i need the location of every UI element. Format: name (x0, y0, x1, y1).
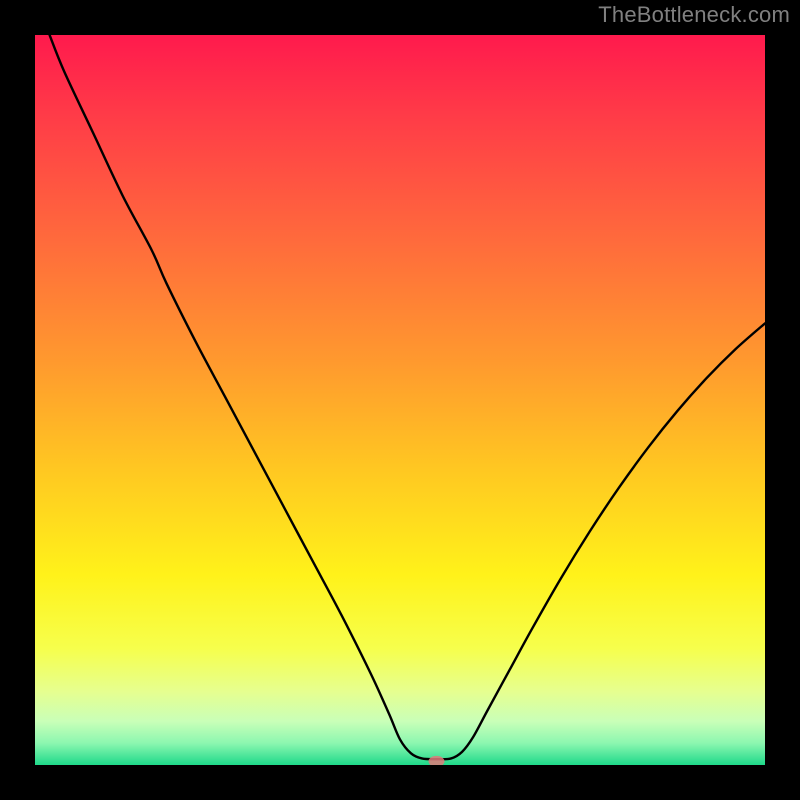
plot-area (35, 35, 765, 765)
chart-svg (35, 35, 765, 765)
gradient-background (35, 35, 765, 765)
watermark-text: TheBottleneck.com (598, 2, 790, 28)
